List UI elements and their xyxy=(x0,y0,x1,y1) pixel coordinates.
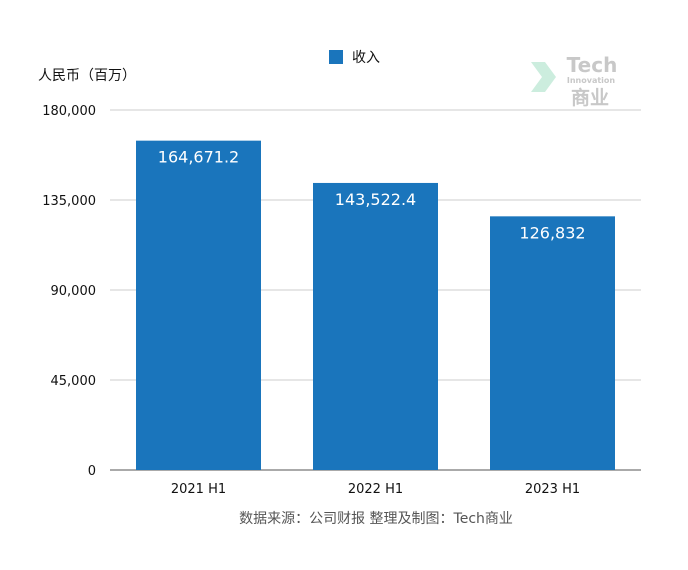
y-tick-label: 45,000 xyxy=(51,374,97,389)
watermark-text: Innovation xyxy=(567,76,616,85)
x-tick-label: 2022 H1 xyxy=(348,482,403,497)
data-label: 126,832 xyxy=(519,223,585,242)
y-tick-label: 90,000 xyxy=(51,284,97,299)
bar xyxy=(490,216,615,470)
y-tick-label: 180,000 xyxy=(42,104,96,119)
source-note: 数据来源：公司财报 整理及制图：Tech商业 xyxy=(239,511,513,527)
bar xyxy=(136,140,261,470)
legend-swatch xyxy=(329,50,343,64)
watermark-text: 商业 xyxy=(571,86,609,109)
bar xyxy=(313,182,438,470)
watermark-logo-icon xyxy=(531,62,556,92)
y-tick-label: 0 xyxy=(88,464,96,479)
x-tick-label: 2021 H1 xyxy=(171,482,226,497)
data-label: 164,671.2 xyxy=(158,148,239,167)
watermark-text: Tech xyxy=(567,53,618,77)
y-axis-label: 人民币（百万） xyxy=(38,68,136,84)
x-tick-label: 2023 H1 xyxy=(525,482,580,497)
y-tick-label: 135,000 xyxy=(42,194,96,209)
data-label: 143,522.4 xyxy=(335,190,416,209)
legend-label: 收入 xyxy=(352,50,380,66)
